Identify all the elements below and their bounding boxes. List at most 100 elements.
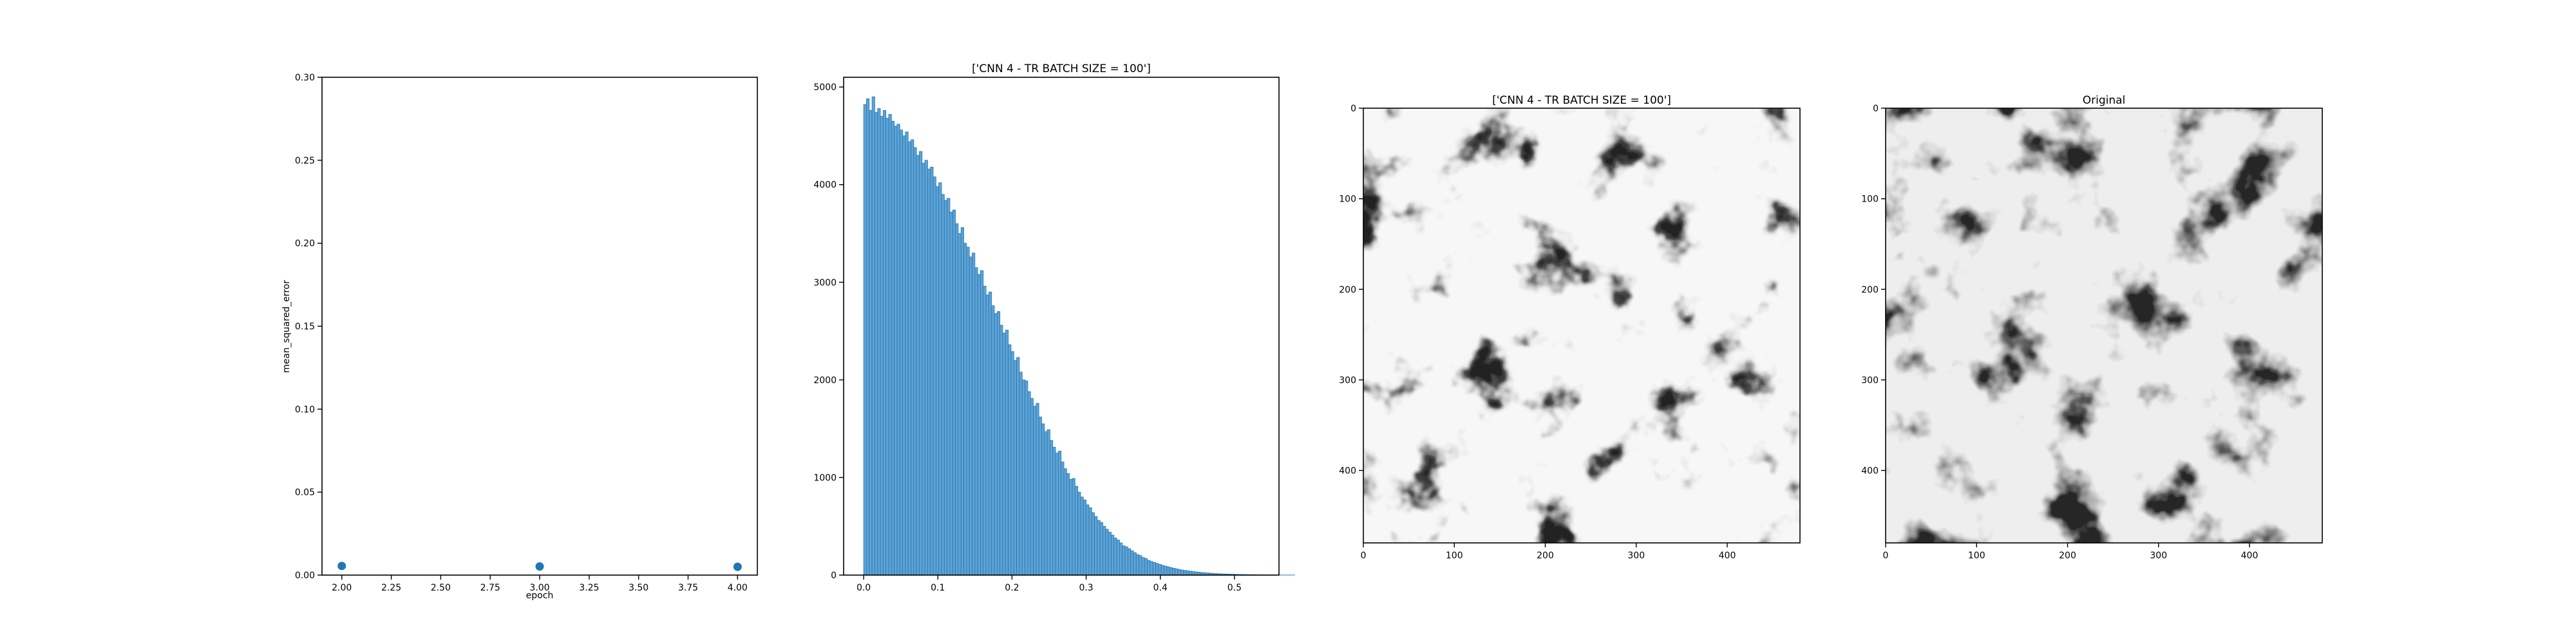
histogram-bar-72 <box>1063 468 1067 576</box>
prediction-y-ticks: 0 100 200 300 400 <box>1339 104 1363 477</box>
histogram-bar-32 <box>952 209 956 576</box>
histogram-bar-97 <box>1133 552 1137 576</box>
prediction-image-title: ['CNN 4 - TR BATCH SIZE = 100'] <box>1492 94 1671 107</box>
histogram-bar-17 <box>911 139 914 576</box>
histogram-bar-66 <box>1046 429 1050 576</box>
histogram-bar-96 <box>1130 550 1134 576</box>
histogram-bar-91 <box>1116 540 1120 576</box>
original-y-tick-label-4: 400 <box>1861 466 1879 477</box>
histogram-bar-105 <box>1155 563 1159 576</box>
histogram-bar-86 <box>1103 526 1106 576</box>
prediction-y-tick-label-0: 0 <box>1350 104 1356 114</box>
mse-scatter-points <box>337 562 742 571</box>
histogram-bar-44 <box>985 294 989 576</box>
mse-y-tick-label-0: 0.00 <box>295 571 315 581</box>
original-y-ticks: 0 100 200 300 400 <box>1861 104 1886 477</box>
prediction-image <box>1363 108 1800 543</box>
histogram-x-ticks: 0.0 0.1 0.2 0.3 0.4 0.5 <box>857 575 1242 593</box>
histogram-bar-52 <box>1008 344 1012 576</box>
histogram-bar-85 <box>1099 522 1103 576</box>
histogram-y-tick-label-1: 1000 <box>813 473 837 483</box>
histogram-bar-5 <box>877 108 881 576</box>
histogram-bar-16 <box>907 141 911 576</box>
histogram-axes-frame <box>843 77 1280 576</box>
histogram-x-tick-label-4: 0.4 <box>1153 583 1168 593</box>
mse-point-1 <box>535 562 544 571</box>
histogram-bar-95 <box>1127 548 1132 576</box>
original-x-tick-label-3: 300 <box>2150 551 2167 561</box>
histogram-bar-22 <box>924 160 928 576</box>
histogram-bar-40 <box>974 267 978 576</box>
histogram-bar-90 <box>1113 538 1117 576</box>
mse-x-ticks: 2.00 2.25 2.50 2.75 3.00 3.25 3.50 3.75 4.00 <box>332 575 748 593</box>
histogram-bar-46 <box>991 305 995 576</box>
original-image-panel: Original 0 100 200 300 400 0 100 200 300 400 <box>1861 94 2323 561</box>
mse-x-tick-label-7: 3.75 <box>678 583 698 593</box>
histogram-bar-80 <box>1086 504 1090 576</box>
histogram-y-tick-label-2: 2000 <box>813 375 837 386</box>
prediction-x-tick-label-3: 300 <box>1627 551 1645 561</box>
mse-x-tick-label-3: 2.75 <box>480 583 500 593</box>
histogram-bar-41 <box>977 274 981 576</box>
histogram-bar-102 <box>1147 560 1151 576</box>
mse-y-tick-label-6: 0.30 <box>295 73 315 83</box>
histogram-bars <box>863 96 1295 576</box>
histogram-x-tick-label-1: 0.1 <box>931 583 945 593</box>
histogram-bar-62 <box>1036 402 1039 576</box>
histogram-bar-94 <box>1124 546 1128 576</box>
histogram-bar-67 <box>1050 440 1054 576</box>
histogram-bar-30 <box>947 198 951 576</box>
histogram-bar-31 <box>949 211 953 576</box>
histogram-bar-70 <box>1057 451 1062 576</box>
histogram-bar-15 <box>905 131 909 576</box>
mse-point-2 <box>733 562 742 571</box>
histogram-bar-26 <box>935 186 940 576</box>
mse-y-axis-label: mean_squared_error <box>281 280 292 373</box>
histogram-bar-113 <box>1177 569 1181 576</box>
histogram-bar-8 <box>886 118 889 576</box>
histogram-bar-48 <box>996 311 1001 576</box>
mse-x-tick-label-0: 2.00 <box>332 583 352 593</box>
histogram-bar-82 <box>1091 512 1095 576</box>
histogram-bar-79 <box>1083 499 1086 576</box>
histogram-bar-47 <box>994 313 998 576</box>
error-histogram-panel: ['CNN 4 - TR BATCH SIZE = 100'] 0.0 0.1 0.… <box>813 62 1295 593</box>
histogram-bar-20 <box>919 151 923 576</box>
mse-y-tick-label-1: 0.05 <box>295 488 315 498</box>
histogram-bar-9 <box>888 114 892 576</box>
original-image-title: Original <box>2083 94 2126 107</box>
histogram-bar-63 <box>1038 417 1042 576</box>
histogram-bar-33 <box>955 223 959 576</box>
histogram-bar-117 <box>1188 571 1193 576</box>
histogram-bar-83 <box>1094 516 1098 576</box>
mse-x-tick-label-6: 3.50 <box>629 583 649 593</box>
histogram-bar-12 <box>896 124 900 576</box>
histogram-bar-100 <box>1141 557 1145 576</box>
original-y-tick-label-3: 300 <box>1861 375 1879 386</box>
histogram-bar-88 <box>1108 531 1112 576</box>
histogram-bar-68 <box>1052 447 1056 576</box>
prediction-y-tick-label-1: 100 <box>1339 194 1356 205</box>
histogram-bar-116 <box>1186 570 1189 576</box>
histogram-x-tick-label-5: 0.5 <box>1227 583 1242 593</box>
prediction-x-tick-label-4: 400 <box>1719 551 1736 561</box>
histogram-bar-29 <box>943 200 948 576</box>
histogram-bar-53 <box>1010 351 1014 576</box>
histogram-bar-0 <box>863 104 867 576</box>
histogram-bar-78 <box>1080 497 1084 576</box>
mse-axes-frame <box>321 77 758 576</box>
histogram-x-tick-label-3: 0.3 <box>1079 583 1093 593</box>
prediction-y-tick-label-2: 200 <box>1339 285 1356 295</box>
mse-x-axis-label: epoch <box>526 591 554 601</box>
histogram-bar-36 <box>963 243 967 576</box>
histogram-bar-54 <box>1013 360 1018 576</box>
histogram-bar-42 <box>980 270 984 576</box>
original-image-frame <box>1885 108 2323 544</box>
original-y-tick-label-1: 100 <box>1861 194 1879 205</box>
histogram-x-tick-label-0: 0.0 <box>857 583 871 593</box>
original-image <box>1886 108 2322 543</box>
histogram-bar-76 <box>1074 486 1079 576</box>
mse-x-tick-label-1: 2.25 <box>381 583 401 593</box>
histogram-bar-7 <box>882 110 887 576</box>
